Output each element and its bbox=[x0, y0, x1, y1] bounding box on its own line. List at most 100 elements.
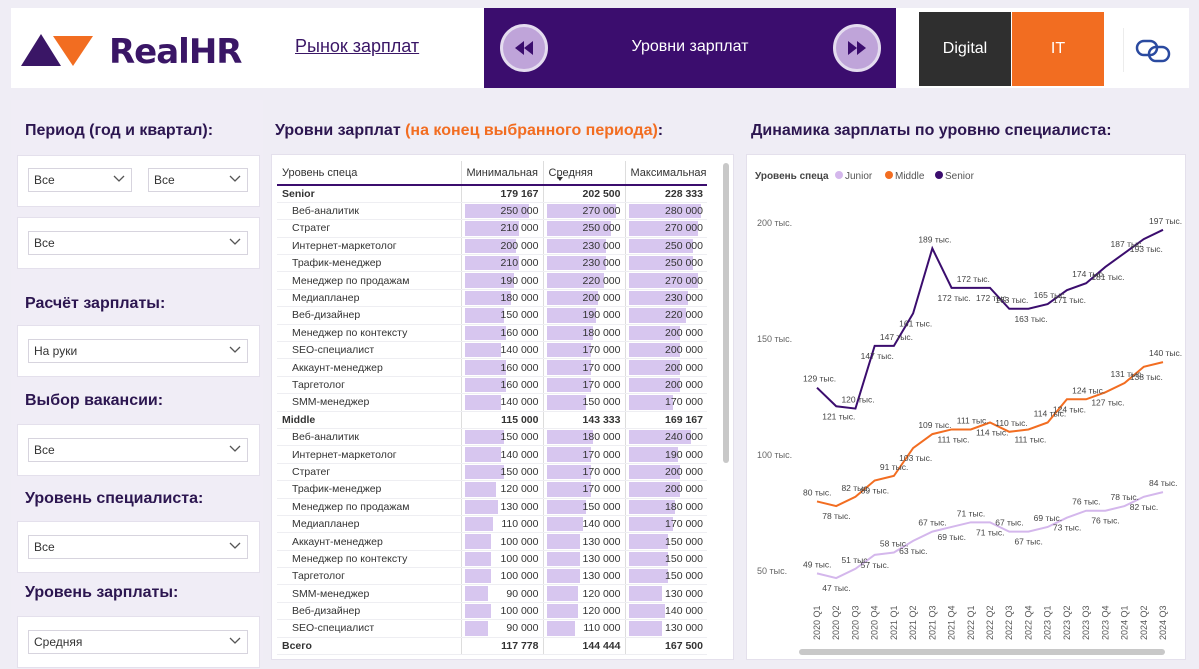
table-row[interactable]: Медиапланер 180 000 200 000 230 000 bbox=[277, 289, 707, 308]
table-total-row: Всего 117 778 144 444 167 500 bbox=[277, 637, 707, 656]
vacancy-name: Аккаунт-менеджер bbox=[277, 532, 461, 551]
data-bar bbox=[464, 377, 506, 393]
data-label: 124 тыс. bbox=[1072, 385, 1105, 395]
group-name: Senior bbox=[277, 185, 461, 203]
table-row[interactable]: Менеджер по контексту 160 000 180 000 200 0… bbox=[277, 324, 707, 343]
vacancy-label: Выбор вакансии: bbox=[25, 392, 164, 409]
data-label: 114 тыс. bbox=[976, 428, 1009, 438]
data-label: 67 тыс. bbox=[1014, 537, 1042, 547]
table-row[interactable]: SMM-менеджер 90 000 120 000 130 000 bbox=[277, 584, 707, 603]
period-extra-dropdown[interactable]: Все bbox=[28, 231, 248, 255]
cell-value: 200 000 bbox=[665, 378, 703, 391]
data-label: 111 тыс. bbox=[957, 415, 989, 425]
table-row[interactable]: SMM-менеджер 140 000 150 000 170 000 bbox=[277, 393, 707, 412]
table-row[interactable]: Менеджер по продажам 190 000 220 000 270 00… bbox=[277, 271, 707, 290]
table-row[interactable]: Трафик-менеджер 210 000 230 000 250 000 bbox=[277, 254, 707, 273]
table-row[interactable]: Интернет-маркетолог 140 000 170 000 190 000 bbox=[277, 445, 707, 464]
banner-title: Уровни зарплат bbox=[631, 38, 749, 55]
cell-value: 220 000 bbox=[582, 274, 621, 287]
data-bar bbox=[546, 603, 578, 619]
share-link-button[interactable] bbox=[1123, 28, 1183, 72]
col-header-avg[interactable]: Средняя bbox=[542, 161, 625, 186]
table-row[interactable]: Веб-аналитик 150 000 180 000 240 000 bbox=[277, 428, 707, 447]
period-year-dropdown[interactable]: Все bbox=[28, 168, 132, 192]
table-row[interactable]: Стратег 150 000 170 000 200 000 bbox=[277, 463, 707, 482]
data-label: 110 тыс. bbox=[995, 418, 1028, 428]
col-header-min[interactable]: Минимальная bbox=[460, 161, 543, 186]
segment-digital-button[interactable]: Digital bbox=[919, 12, 1011, 86]
table-cell: 180 000 bbox=[542, 324, 625, 343]
cell-value: 200 000 bbox=[582, 292, 621, 305]
salary-market-link[interactable]: Рынок зарплат bbox=[295, 36, 420, 56]
table-row[interactable]: SEO-специалист 90 000 110 000 130 000 bbox=[277, 619, 707, 638]
data-bar bbox=[464, 325, 506, 341]
table-row[interactable]: Веб-дизайнер 100 000 120 000 140 000 bbox=[277, 602, 707, 621]
cell-value: 200 000 bbox=[665, 483, 703, 496]
cell-value: 250 000 bbox=[665, 239, 703, 252]
salary-calc-dropdown[interactable]: На руки bbox=[28, 339, 248, 363]
table-cell: 170 000 bbox=[542, 358, 625, 377]
cell-value: 170 000 bbox=[582, 483, 621, 496]
col-header-max[interactable]: Максимальная bbox=[624, 161, 707, 186]
data-label: 78 тыс. bbox=[822, 511, 850, 521]
table-row[interactable]: SEO-специалист 140 000 170 000 200 000 bbox=[277, 341, 707, 360]
data-bar bbox=[628, 273, 698, 288]
cell-value: 250 000 bbox=[500, 205, 539, 218]
data-bar bbox=[464, 308, 504, 323]
table-cell: 150 000 bbox=[624, 567, 707, 586]
x-tick-label: 2020 Q2 bbox=[831, 605, 841, 640]
cell-value: 115 000 bbox=[501, 413, 539, 426]
chart-scrollbar[interactable] bbox=[799, 649, 1165, 655]
table-row[interactable]: Трафик-менеджер 120 000 170 000 200 000 bbox=[277, 480, 707, 499]
cell-value: 160 000 bbox=[500, 378, 539, 391]
x-tick-label: 2022 Q4 bbox=[1023, 605, 1033, 640]
vacancy-name: Менеджер по контексту bbox=[277, 324, 461, 343]
data-bar bbox=[628, 447, 678, 462]
data-bar bbox=[464, 343, 501, 358]
prev-page-button[interactable] bbox=[500, 24, 548, 72]
level-dropdown[interactable]: Все bbox=[28, 535, 248, 559]
table-row[interactable]: Медиапланер 110 000 140 000 170 000 bbox=[277, 515, 707, 534]
cell-value: 167 500 bbox=[665, 639, 703, 652]
period-quarter-dropdown[interactable]: Все bbox=[148, 168, 248, 192]
data-bar bbox=[628, 586, 662, 601]
table-row[interactable]: Таргетолог 100 000 130 000 150 000 bbox=[277, 567, 707, 586]
data-bar bbox=[628, 325, 680, 341]
table-group-row[interactable]: Middle 115 000 143 333 169 167 bbox=[277, 411, 707, 429]
data-label: 197 тыс. bbox=[1149, 216, 1182, 226]
table-row[interactable]: Интернет-маркетолог 200 000 230 000 250 000 bbox=[277, 237, 707, 256]
table-group-row[interactable]: Senior 179 167 202 500 228 333 bbox=[277, 185, 707, 203]
vacancy-dropdown[interactable]: Все bbox=[28, 438, 248, 462]
data-bar bbox=[628, 551, 668, 567]
table-row[interactable]: Веб-аналитик 250 000 270 000 280 000 bbox=[277, 202, 707, 221]
vacancy-name: Таргетолог bbox=[277, 567, 461, 586]
data-bar bbox=[546, 273, 604, 288]
cell-value: 270 000 bbox=[665, 274, 703, 287]
table-row[interactable]: Менеджер по контексту 100 000 130 000 150 0… bbox=[277, 550, 707, 569]
x-tick-label: 2021 Q3 bbox=[927, 605, 937, 640]
data-bar bbox=[546, 464, 591, 480]
table-cell: 170 000 bbox=[542, 480, 625, 499]
salary-level-dropdown[interactable]: Средняя bbox=[28, 630, 248, 654]
level-label: Уровень специалиста: bbox=[25, 490, 204, 507]
table-row[interactable]: Аккаунт-менеджер 100 000 130 000 150 000 bbox=[277, 532, 707, 551]
salary-level-box: Средняя bbox=[17, 616, 260, 668]
data-label: 172 тыс. bbox=[938, 293, 971, 303]
data-bar bbox=[464, 221, 519, 236]
table-row[interactable]: Таргетолог 160 000 170 000 200 000 bbox=[277, 376, 707, 395]
data-bar bbox=[464, 621, 488, 636]
cell-value: 240 000 bbox=[665, 431, 703, 444]
table-row[interactable]: Веб-дизайнер 150 000 190 000 220 000 bbox=[277, 306, 707, 325]
vacancy-name: Аккаунт-менеджер bbox=[277, 358, 461, 377]
table-row[interactable]: Менеджер по продажам 130 000 150 000 180 00… bbox=[277, 498, 707, 516]
table-cell: 270 000 bbox=[624, 271, 707, 290]
segment-it-button[interactable]: IT bbox=[1012, 12, 1104, 86]
table-row[interactable]: Стратег 210 000 250 000 270 000 bbox=[277, 219, 707, 238]
data-bar bbox=[628, 482, 680, 497]
table-cell: 210 000 bbox=[460, 254, 543, 273]
next-page-button[interactable] bbox=[833, 24, 881, 72]
col-header-level[interactable]: Уровень спеца bbox=[277, 161, 461, 186]
table-scrollbar[interactable] bbox=[723, 163, 729, 463]
table-row[interactable]: Аккаунт-менеджер 160 000 170 000 200 000 bbox=[277, 358, 707, 377]
data-label: 172 тыс. bbox=[957, 274, 990, 284]
